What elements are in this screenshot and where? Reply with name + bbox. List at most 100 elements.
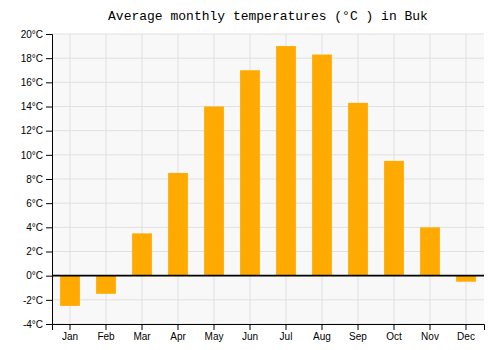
x-tick-mark xyxy=(142,324,143,330)
grid-line-y xyxy=(52,58,484,59)
y-axis-line xyxy=(46,35,53,325)
bar xyxy=(240,70,260,275)
x-tick-mark xyxy=(394,324,395,330)
bar xyxy=(96,276,116,294)
bar xyxy=(348,103,368,276)
x-tick-mark xyxy=(106,324,107,330)
x-tick: Jul xyxy=(280,324,293,342)
y-tick: -2°C xyxy=(23,295,52,306)
x-tick: Sep xyxy=(349,324,367,342)
x-tick-mark xyxy=(358,324,359,330)
zero-line xyxy=(52,275,484,277)
y-tick-label: 0°C xyxy=(26,270,43,281)
grid xyxy=(52,34,484,324)
grid-line-y xyxy=(52,251,484,252)
plot: Jan Feb Mar Apr May Jun Jul Aug Sep Oct Nov Dec -4°C… xyxy=(21,29,485,342)
chart: Jan Feb Mar Apr May Jun Jul Aug Sep Oct Nov Dec -4°C… xyxy=(0,0,500,350)
y-tick-mark xyxy=(46,82,52,83)
y-tick-label: 16°C xyxy=(21,77,43,88)
y-tick-mark xyxy=(46,276,52,277)
x-tick-label: Dec xyxy=(457,331,475,342)
y-tick-label: 12°C xyxy=(21,125,43,136)
y-axis: -4°C -2°C 0°C 2°C 4°C 6°C 8°C 10°C 12°C 14°C 16°C 1… xyxy=(21,29,53,330)
y-tick-label: -2°C xyxy=(23,295,43,306)
bar xyxy=(276,46,296,276)
x-tick-label: Jun xyxy=(242,331,258,342)
y-tick-mark xyxy=(46,131,52,132)
y-tick-mark xyxy=(46,58,52,59)
x-tick-label: Jan xyxy=(62,331,78,342)
x-tick-label: Oct xyxy=(386,331,402,342)
y-tick-label: -4°C xyxy=(23,319,43,330)
y-tick-mark xyxy=(46,107,52,108)
x-tick-mark xyxy=(250,324,251,330)
bar xyxy=(60,276,80,306)
y-tick: 16°C xyxy=(21,77,52,88)
x-tick-label: May xyxy=(205,331,224,342)
x-tick-label: Jul xyxy=(280,331,293,342)
x-tick-label: Apr xyxy=(170,331,186,342)
x-tick-label: Aug xyxy=(313,331,331,342)
y-tick-label: 18°C xyxy=(21,53,43,64)
grid-line-y xyxy=(52,275,484,276)
y-tick: -4°C xyxy=(23,319,52,330)
y-tick-label: 4°C xyxy=(26,222,43,233)
bar xyxy=(168,173,188,276)
y-tick: 20°C xyxy=(21,29,52,40)
x-tick-mark xyxy=(466,324,467,330)
x-tick: Aug xyxy=(313,324,331,342)
x-tick: Jan xyxy=(62,324,78,342)
grid-line-y xyxy=(52,154,484,155)
y-tick: 14°C xyxy=(21,101,52,112)
y-tick-label: 2°C xyxy=(26,246,43,257)
y-tick: 0°C xyxy=(26,270,52,281)
y-tick: 10°C xyxy=(21,150,52,161)
y-tick: 12°C xyxy=(21,125,52,136)
x-tick-mark xyxy=(70,324,71,330)
bar xyxy=(132,233,152,275)
x-tick-mark xyxy=(430,324,431,330)
grid-line-x xyxy=(430,34,431,324)
bar xyxy=(384,161,404,276)
y-tick-label: 14°C xyxy=(21,101,43,112)
y-tick-mark xyxy=(46,252,52,253)
x-tick: Oct xyxy=(386,324,402,342)
y-tick: 6°C xyxy=(26,198,52,209)
grid-line-y xyxy=(52,299,484,300)
y-tick-label: 10°C xyxy=(21,150,43,161)
x-tick-label: Sep xyxy=(349,331,367,342)
x-axis: Jan Feb Mar Apr May Jun Jul Aug Sep Oct Nov Dec xyxy=(53,324,485,342)
x-tick-label: Feb xyxy=(97,331,115,342)
bar xyxy=(312,55,332,276)
grid-line-y xyxy=(52,130,484,131)
y-tick-mark xyxy=(46,227,52,228)
y-tick-label: 20°C xyxy=(21,29,43,40)
x-tick: Nov xyxy=(421,324,439,342)
y-tick-mark xyxy=(46,179,52,180)
bars xyxy=(60,46,476,306)
x-tick-label: Nov xyxy=(421,331,439,342)
x-axis-line xyxy=(53,325,485,331)
grid-line-y xyxy=(52,227,484,228)
x-tick: May xyxy=(205,324,224,342)
y-tick-label: 6°C xyxy=(26,198,43,209)
y-tick-label: 8°C xyxy=(26,174,43,185)
y-tick-mark xyxy=(46,203,52,204)
x-tick: Dec xyxy=(457,324,475,342)
y-tick-mark xyxy=(46,34,52,35)
y-tick-mark xyxy=(46,155,52,156)
y-tick-mark xyxy=(46,300,52,301)
x-tick-mark xyxy=(178,324,179,330)
bar xyxy=(420,227,440,275)
y-tick: 2°C xyxy=(26,246,52,257)
grid-line-x xyxy=(142,34,143,324)
x-tick-mark xyxy=(214,324,215,330)
x-tick: Jun xyxy=(242,324,258,342)
grid-line-y xyxy=(52,179,484,180)
grid-line-y xyxy=(52,203,484,204)
x-tick-mark xyxy=(322,324,323,330)
bar xyxy=(204,107,224,276)
grid-line-y xyxy=(52,34,484,35)
x-tick-label: Mar xyxy=(133,331,151,342)
x-tick: Mar xyxy=(133,324,151,342)
